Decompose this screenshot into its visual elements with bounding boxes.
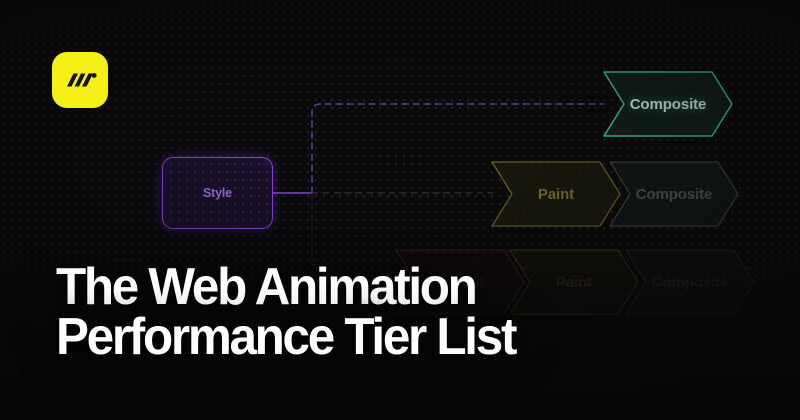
- brand-logo[interactable]: [52, 52, 108, 108]
- node-paint-tier2-label: Paint: [537, 185, 575, 203]
- node-composite-tier3[interactable]: Composite: [625, 249, 755, 315]
- logo-mark-icon: [63, 69, 97, 91]
- page-title: The Web Animation Performance Tier List: [56, 258, 517, 366]
- node-paint-tier2[interactable]: Paint: [491, 161, 621, 227]
- node-style-label: Style: [203, 186, 232, 200]
- node-paint-tier3[interactable]: Paint: [509, 249, 639, 315]
- node-composite-tier1[interactable]: Composite: [603, 71, 733, 137]
- node-paint-tier3-label: Paint: [555, 273, 593, 291]
- node-style[interactable]: Style: [162, 157, 273, 229]
- node-composite-tier1-label: Composite: [629, 95, 707, 113]
- page-title-line-1: The Web Animation: [56, 258, 478, 316]
- node-composite-tier2[interactable]: Composite: [609, 161, 739, 227]
- node-composite-tier2-label: Composite: [635, 185, 713, 203]
- node-composite-tier3-label: Composite: [651, 273, 729, 291]
- page-title-line-2: Performance Tier List: [56, 308, 517, 366]
